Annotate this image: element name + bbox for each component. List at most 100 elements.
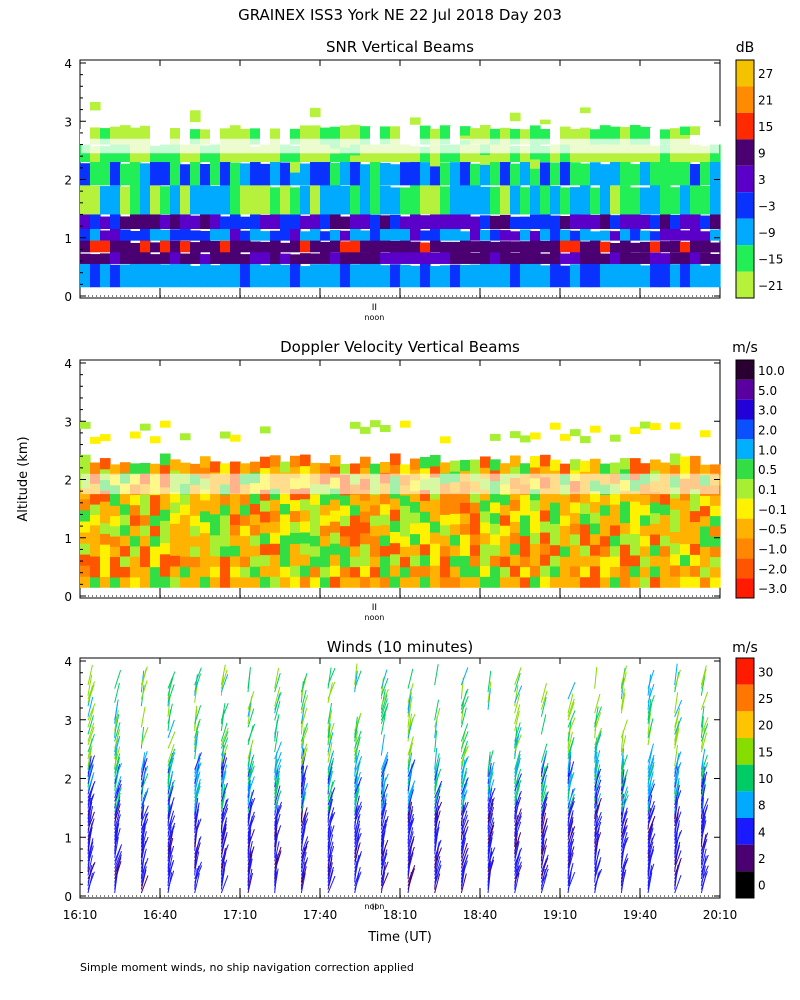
doppler-cell [500, 514, 511, 526]
wind-barb [327, 702, 333, 724]
wind-barb [514, 757, 521, 777]
doppler-cell [90, 462, 101, 474]
wind-barb [567, 820, 574, 841]
doppler-cell [220, 504, 231, 516]
snr-cell [240, 163, 251, 186]
doppler-cell [310, 556, 321, 568]
doppler-cell [310, 566, 321, 578]
doppler-cell [300, 509, 311, 522]
doppler-cell [590, 565, 601, 578]
y-tick-label: 1 [64, 532, 72, 546]
snr-cell [310, 238, 321, 253]
wind-barb [274, 846, 282, 866]
doppler-cell [640, 463, 651, 475]
snr-cell [90, 127, 101, 145]
doppler-cell [450, 513, 461, 525]
noon-label: noon [364, 902, 384, 911]
snr-cell [330, 229, 341, 241]
wind-barb [220, 851, 227, 873]
wind-barb [380, 815, 389, 834]
wind-barb [247, 702, 252, 724]
doppler-cell [390, 542, 401, 555]
snr-cell [380, 252, 391, 264]
doppler-cell [430, 554, 441, 566]
wind-barb [514, 667, 522, 686]
doppler-cell [480, 467, 491, 479]
doppler-cell [190, 566, 201, 578]
wind-barb [647, 833, 656, 851]
doppler-cell [500, 504, 511, 516]
doppler-cell [90, 524, 101, 536]
wind-barb [220, 744, 229, 763]
wind-barb [514, 852, 521, 873]
doppler-cell [520, 576, 531, 588]
snr-cell [340, 185, 351, 215]
snr-cell [560, 253, 571, 264]
wind-barb [407, 809, 413, 830]
snr-cell [250, 214, 261, 230]
doppler-cell [670, 453, 681, 466]
doppler-cell [230, 434, 241, 442]
doppler-cell [290, 543, 301, 555]
wind-barb [114, 836, 119, 858]
doppler-cell [490, 433, 501, 441]
wind-barb [460, 731, 469, 749]
wind-barb [514, 673, 521, 693]
snr-cell [540, 253, 551, 264]
doppler-cell [600, 504, 611, 516]
snr-cell [660, 183, 671, 215]
snr-cell [390, 264, 401, 288]
wind-barb [380, 861, 389, 880]
wind-barb [220, 782, 228, 802]
doppler-cell [180, 504, 191, 516]
doppler-cell [490, 523, 501, 535]
wind-barb [114, 787, 122, 806]
snr-cell [160, 264, 171, 288]
doppler-cell [410, 533, 421, 545]
wind-barb [460, 723, 469, 742]
doppler-cell [590, 576, 601, 588]
wind-barb [300, 791, 307, 813]
snr-cell [610, 215, 621, 230]
doppler-cell [560, 463, 571, 475]
y-tick-label: 0 [64, 890, 72, 904]
wind-barb [700, 777, 707, 798]
x-tick-label: 18:10 [383, 908, 418, 922]
doppler-cell [560, 515, 571, 526]
snr-cell [550, 215, 561, 230]
y-tick-label: 3 [64, 115, 72, 129]
doppler-cell [110, 495, 121, 506]
wind-barb [620, 807, 628, 827]
snr-cell [240, 254, 251, 264]
wind-barb [274, 758, 282, 777]
wind-barb [620, 790, 629, 809]
snr-cell [450, 214, 461, 230]
wind-barb [300, 689, 307, 710]
snr-cell [160, 159, 171, 186]
snr-cell [640, 187, 651, 215]
doppler-cell [320, 463, 331, 475]
x-tick-label: 16:40 [143, 908, 178, 922]
colorbar-frame [735, 657, 755, 899]
snr-cell [180, 240, 191, 253]
snr-cell [620, 227, 631, 241]
wind-barb [674, 781, 680, 802]
snr-cell [90, 185, 101, 215]
snr-cell [250, 128, 261, 145]
snr-cell [250, 161, 261, 186]
snr-cell [670, 252, 681, 264]
wind-barb [327, 825, 335, 844]
wind-barb [567, 793, 575, 813]
snr-cell [300, 266, 311, 288]
snr-cell [380, 163, 391, 186]
wind-barb [487, 681, 492, 703]
wind-barb [167, 860, 175, 880]
wind-barb [567, 772, 575, 791]
doppler-cell [190, 525, 201, 537]
wind-barb [327, 779, 335, 799]
snr-cell [710, 242, 721, 253]
wind-barb [594, 848, 601, 869]
doppler-cell [110, 464, 121, 476]
snr-cell [150, 263, 161, 288]
doppler-cell [290, 466, 301, 479]
